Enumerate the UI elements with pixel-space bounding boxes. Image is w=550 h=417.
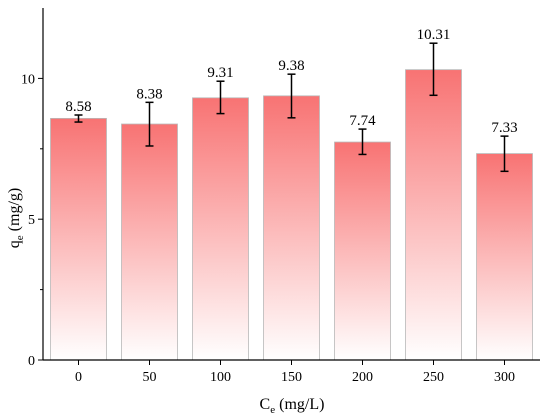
bar-300 xyxy=(476,153,533,361)
error-bar-200 xyxy=(358,128,367,156)
x-tick-label-200: 200 xyxy=(352,370,373,385)
error-bar-150 xyxy=(287,73,296,119)
bar-150 xyxy=(263,95,320,361)
error-bar-50 xyxy=(145,101,154,147)
bar-250 xyxy=(405,69,462,361)
bar-200 xyxy=(334,141,391,361)
data-label-250: 10.31 xyxy=(417,27,451,43)
x-tick-label-50: 50 xyxy=(143,370,157,385)
data-label-0: 8.58 xyxy=(65,99,91,115)
bar-0 xyxy=(50,117,107,361)
x-tick-label-100: 100 xyxy=(210,370,231,385)
x-tick-label-300: 300 xyxy=(494,370,515,385)
y-tick-label-0: 0 xyxy=(28,354,35,369)
data-label-300: 7.33 xyxy=(491,120,517,136)
y-axis-title: qe (mg/g) xyxy=(6,188,26,248)
error-bars-group xyxy=(74,42,509,173)
y-tick-label-5: 5 xyxy=(28,213,35,228)
data-label-50: 8.38 xyxy=(136,86,162,102)
bar-100 xyxy=(192,97,249,361)
data-label-150: 9.38 xyxy=(278,58,304,74)
axes-group: 0 50 100 150 200 250 300 0 5 10 xyxy=(21,8,540,385)
y-tick-label-10: 10 xyxy=(21,72,35,87)
bar-50 xyxy=(121,123,178,361)
bars-group xyxy=(50,69,533,361)
x-tick-label-150: 150 xyxy=(281,370,302,385)
error-bar-300 xyxy=(500,135,509,173)
error-bar-250 xyxy=(429,42,438,97)
x-tick-label-0: 0 xyxy=(75,370,82,385)
x-axis-title: Ce (mg/L) xyxy=(260,396,325,416)
error-bar-0 xyxy=(74,114,83,123)
data-labels-group: 8.58 8.38 9.31 9.38 7.74 10.31 7.33 xyxy=(65,27,517,136)
error-bar-100 xyxy=(216,80,225,115)
x-tick-label-250: 250 xyxy=(423,370,444,385)
data-label-200: 7.74 xyxy=(349,113,376,129)
data-label-100: 9.31 xyxy=(207,65,233,81)
